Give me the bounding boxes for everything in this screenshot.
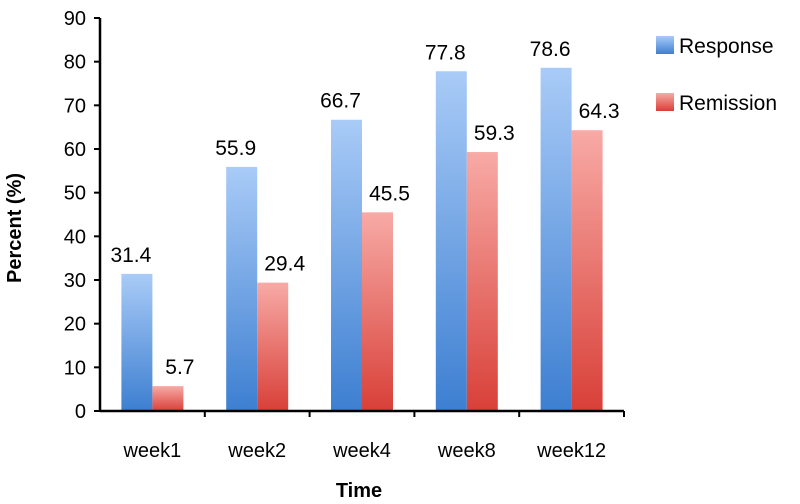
- bar-response-week2: [226, 166, 258, 411]
- bar-response-week4: [331, 119, 362, 411]
- bar-remission-week1: [152, 386, 184, 411]
- data-label-remission-week8: 59.3: [474, 122, 515, 145]
- data-label-response-week2: 55.9: [215, 137, 256, 160]
- data-label-response-week12: 78.6: [530, 38, 571, 61]
- bar-response-week1: [121, 273, 153, 411]
- legend-item-remission: Remission: [656, 92, 777, 115]
- bars: [121, 67, 603, 412]
- data-label-remission-week12: 64.3: [579, 100, 620, 123]
- data-labels: 31.4 5.7 55.9 29.4 66.7 45.5 77.8 59.3 78.6 64.3: [110, 38, 619, 379]
- bar-response-week8: [435, 71, 467, 412]
- legend: Response Remission: [656, 35, 777, 115]
- legend-item-response: Response: [656, 35, 774, 58]
- y-tick-label: 10: [64, 357, 86, 379]
- y-tick-label: 0: [75, 401, 86, 423]
- bar-remission-week12: [571, 130, 603, 411]
- y-axis-ticks: 0 10 20 30 40 50 60 70 80 90: [64, 8, 100, 423]
- data-label-response-week1: 31.4: [110, 244, 151, 267]
- y-tick-label: 30: [64, 270, 86, 292]
- x-tick-label-week8: week8: [437, 440, 496, 462]
- x-axis-title: Time: [336, 480, 382, 502]
- legend-label-response: Response: [679, 35, 774, 58]
- x-tick-label-week1: week1: [122, 440, 181, 462]
- y-tick-label: 50: [64, 183, 86, 205]
- bar-remission-week2: [257, 282, 289, 411]
- x-tick-label-week2: week2: [227, 440, 286, 462]
- y-tick-label: 90: [64, 8, 86, 30]
- x-tick-label-week4: week4: [332, 440, 391, 462]
- y-tick-label: 20: [64, 314, 86, 336]
- bar-remission-week8: [466, 152, 498, 411]
- data-label-remission-week1: 5.7: [165, 356, 194, 379]
- y-tick-label: 70: [64, 95, 86, 117]
- bar-response-week12: [540, 67, 572, 411]
- y-axis-title: Percent (%): [4, 173, 26, 283]
- data-label-remission-week2: 29.4: [264, 253, 305, 276]
- legend-label-remission: Remission: [679, 92, 777, 115]
- x-axis-ticks: week1 week2 week4 week8 week12: [122, 411, 625, 462]
- legend-swatch-remission: [656, 93, 674, 111]
- legend-swatch-response: [656, 36, 674, 54]
- data-label-response-week8: 77.8: [425, 41, 466, 64]
- y-tick-label: 60: [64, 139, 86, 161]
- bar-remission-week4: [362, 212, 393, 411]
- y-tick-label: 80: [64, 52, 86, 74]
- x-tick-label-week12: week12: [536, 440, 606, 462]
- data-label-response-week4: 66.7: [320, 90, 361, 113]
- y-tick-label: 40: [64, 226, 86, 248]
- data-label-remission-week4: 45.5: [369, 182, 410, 205]
